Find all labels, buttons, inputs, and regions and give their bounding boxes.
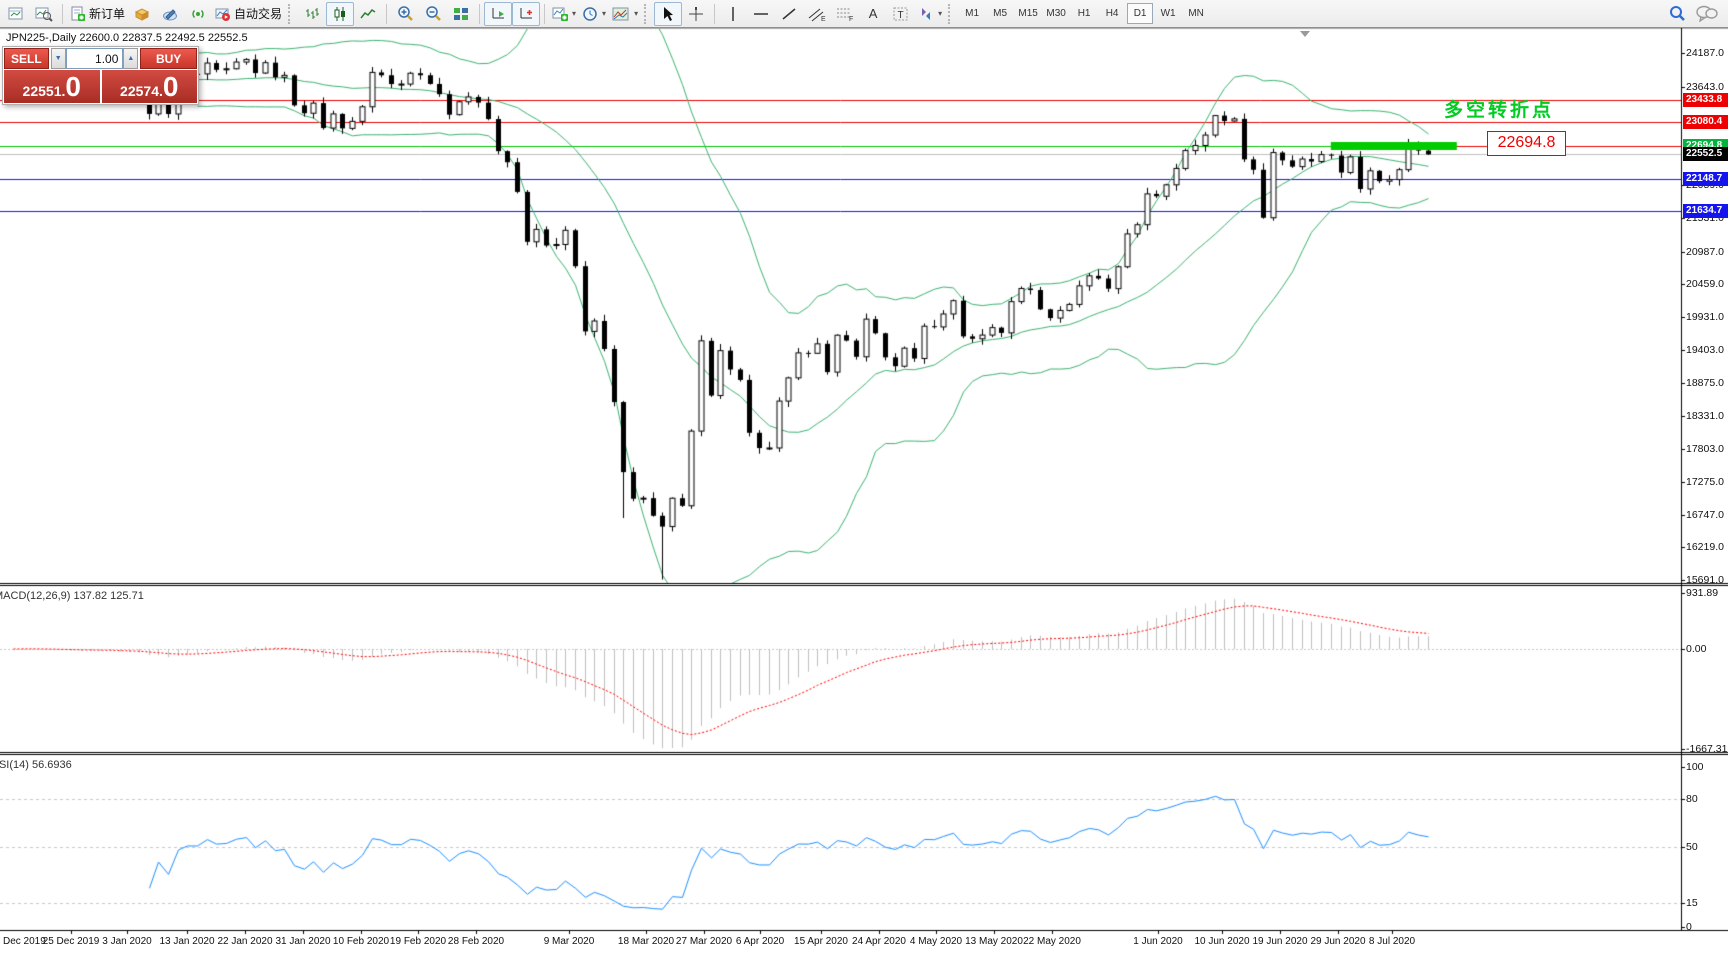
- chat-icon[interactable]: [1696, 5, 1718, 22]
- metaeditor-button[interactable]: [156, 2, 184, 26]
- autotrading-label: 自动交易: [234, 7, 283, 21]
- line-chart-icon: [360, 8, 376, 18]
- volume-up-button[interactable]: ▲: [123, 48, 139, 69]
- periods-caret-icon: ▾: [602, 9, 607, 18]
- vertical-line-icon: [732, 6, 734, 21]
- new-order-label: 新订单: [89, 7, 126, 21]
- zoom-in-icon: [397, 6, 413, 21]
- autotrading-button[interactable]: 自动交易: [212, 2, 285, 26]
- arrows-button[interactable]: ▾: [915, 2, 945, 26]
- autotrading-icon: [215, 8, 231, 21]
- auto-scroll-button[interactable]: [484, 1, 513, 26]
- equidistant-channel-icon: E: [808, 8, 826, 22]
- trendline-button[interactable]: [775, 2, 803, 26]
- candlestick-chart-icon: [334, 6, 346, 21]
- volume-down-button[interactable]: ▼: [50, 48, 66, 69]
- sell-price-main: 22551.: [22, 83, 66, 99]
- metaeditor-icon: [163, 8, 178, 20]
- zoom-out-button[interactable]: [419, 2, 447, 26]
- bar-chart-button[interactable]: [298, 2, 326, 26]
- svg-text:T: T: [898, 10, 904, 21]
- indicators-icon: [552, 7, 569, 21]
- indicators-caret-icon: ▾: [572, 9, 577, 18]
- crosshair-button[interactable]: [682, 2, 710, 26]
- chart-shift-icon: [520, 7, 532, 18]
- tile-windows-icon: [454, 7, 469, 20]
- new-chart-icon: [8, 7, 23, 19]
- svg-text:E: E: [821, 16, 826, 22]
- chart-shift-button[interactable]: [512, 1, 541, 26]
- periods-button[interactable]: ▾: [579, 2, 609, 26]
- svg-text:F: F: [849, 16, 853, 22]
- vertical-line-button[interactable]: [719, 2, 747, 26]
- new-order-button[interactable]: 新订单: [67, 2, 128, 26]
- templates-icon: [612, 7, 629, 20]
- sell-price-pips: 0: [65, 71, 81, 102]
- text-label-button[interactable]: T: [887, 2, 915, 26]
- fibonacci-icon: F: [837, 8, 853, 22]
- line-chart-button[interactable]: [354, 2, 382, 26]
- buy-price[interactable]: 22574. 0: [101, 70, 197, 103]
- toolbox-button[interactable]: [128, 2, 156, 26]
- buy-price-main: 22574.: [120, 83, 163, 99]
- cursor-button[interactable]: [654, 1, 683, 26]
- auto-scroll-icon: [492, 7, 504, 18]
- tf-m30[interactable]: M30: [1046, 8, 1066, 19]
- search-icon[interactable]: [1669, 5, 1686, 22]
- one-click-trade-panel: SELL ▼ 1.00 ▲ BUY 22551. 0 22574. 0: [2, 46, 199, 105]
- chart-canvas[interactable]: [0, 28, 1728, 954]
- tf-w1[interactable]: W1: [1160, 8, 1176, 19]
- indicators-button[interactable]: ▾: [549, 2, 579, 26]
- clock-icon: [583, 6, 597, 21]
- sell-price[interactable]: 22551. 0: [4, 70, 100, 103]
- arrows-caret-icon: ▾: [938, 9, 943, 18]
- tf-m15[interactable]: M15: [1018, 8, 1038, 19]
- cursor-icon: [664, 6, 674, 21]
- profiles-button[interactable]: [30, 2, 58, 26]
- templates-caret-icon: ▾: [634, 9, 639, 18]
- profiles-icon: [35, 7, 53, 22]
- equidistant-channel-button[interactable]: E: [803, 2, 831, 26]
- new-chart-button[interactable]: [2, 2, 30, 26]
- tile-windows-button[interactable]: [447, 2, 475, 26]
- volume-input[interactable]: 1.00: [65, 48, 124, 69]
- sell-button[interactable]: SELL: [4, 48, 49, 69]
- text-label-icon: T: [893, 7, 908, 21]
- templates-button[interactable]: ▾: [609, 2, 641, 26]
- main-toolbar: 新订单 自动交易 ▾ ▾: [0, 0, 1728, 28]
- tf-h4[interactable]: H4: [1105, 8, 1119, 19]
- zoom-in-button[interactable]: [391, 2, 419, 26]
- toolbox-icon: [134, 7, 150, 21]
- tf-d1[interactable]: D1: [1127, 3, 1154, 24]
- tf-m1[interactable]: M1: [965, 8, 980, 19]
- tf-mn[interactable]: MN: [1188, 8, 1204, 19]
- zoom-out-icon: [425, 6, 441, 21]
- trendline-icon: [782, 7, 796, 20]
- tf-m5[interactable]: M5: [993, 8, 1008, 19]
- fibonacci-button[interactable]: F: [831, 2, 859, 26]
- crosshair-icon: [689, 6, 704, 21]
- arrows-icon: [922, 7, 931, 20]
- buy-button[interactable]: BUY: [140, 48, 197, 69]
- horizontal-line-icon: [754, 12, 769, 15]
- text-tool-icon: A: [868, 6, 878, 21]
- bar-chart-icon: [306, 7, 320, 19]
- horizontal-line-button[interactable]: [747, 2, 775, 26]
- tf-h1[interactable]: H1: [1077, 8, 1091, 19]
- buy-price-pips: 0: [162, 71, 179, 102]
- new-order-icon: [71, 6, 85, 21]
- broadcast-icon: [192, 9, 204, 18]
- candlestick-chart-button[interactable]: [326, 1, 355, 26]
- timeframe-group: M1 M5 M15 M30 H1 H4 D1 W1 MN: [958, 3, 1210, 24]
- text-button[interactable]: A: [859, 2, 887, 26]
- broadcast-button[interactable]: [184, 2, 212, 26]
